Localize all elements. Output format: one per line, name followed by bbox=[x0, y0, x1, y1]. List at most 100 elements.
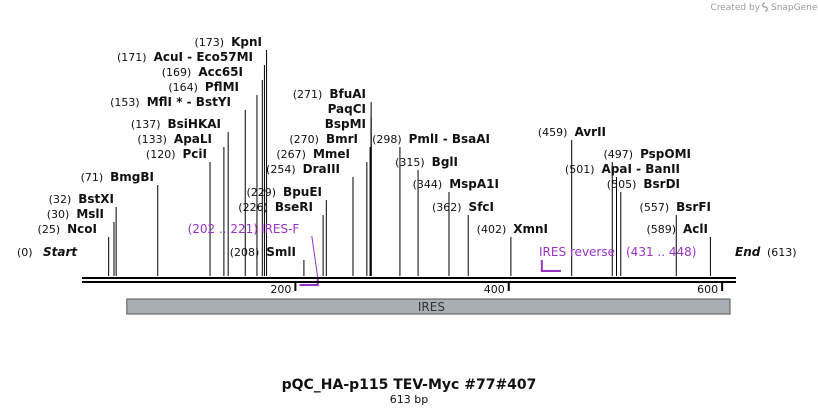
cut-site-name: BfuAI bbox=[329, 87, 366, 101]
cut-site-position: (173) bbox=[195, 36, 232, 49]
cut-site-acc65i[interactable]: (169) Acc65I bbox=[162, 65, 243, 79]
cut-site-bsrdi[interactable]: (505) BsrDI bbox=[607, 177, 680, 191]
primer-layer: (202 .. 221) IRES-F IRES reverse (431 .. 44… bbox=[188, 222, 696, 286]
cut-site-position: (71) bbox=[81, 171, 111, 184]
feature-ires[interactable]: IRES bbox=[126, 298, 731, 315]
cut-site-name: BstXI bbox=[78, 192, 114, 206]
cut-site-position: (557) bbox=[640, 201, 677, 214]
cut-site-bspmi[interactable]: BspMI bbox=[325, 117, 366, 131]
cut-site-ncoi[interactable]: (25) NcoI bbox=[38, 222, 97, 236]
cut-site-pmli-bsaai[interactable]: (298) PmlI - BsaAI bbox=[372, 132, 490, 146]
cut-site-bsihkai[interactable]: (137) BsiHKAI bbox=[131, 117, 221, 131]
cut-site-name: MslI bbox=[76, 207, 104, 221]
cut-site-labels: (25) NcoI(30) MslI(32) BstXI (71) BmgBI (1… bbox=[38, 35, 711, 259]
cut-site-name: BpuEI bbox=[283, 185, 322, 199]
sequence-end: End (613) bbox=[735, 245, 797, 259]
cut-site-apali[interactable]: (133) ApaLI bbox=[137, 132, 212, 146]
cut-site-bstxi[interactable]: (32) BstXI bbox=[49, 192, 114, 206]
cut-site-position: (25) bbox=[38, 223, 68, 236]
cut-site-bfuai[interactable]: (271) BfuAI bbox=[293, 87, 366, 101]
cut-site-paqci[interactable]: PaqCI bbox=[328, 102, 366, 116]
cut-site-mspa1i[interactable]: (344) MspA1I bbox=[413, 177, 499, 191]
cut-site-position: (153) bbox=[110, 96, 147, 109]
cut-site-msli[interactable]: (30) MslI bbox=[47, 207, 104, 221]
cut-site-name: KpnI bbox=[231, 35, 262, 49]
cut-site-name: PflMI bbox=[205, 80, 239, 94]
sequence-backbone[interactable] bbox=[82, 277, 736, 283]
cut-site-position: (402) bbox=[477, 223, 514, 236]
cut-site-position: (271) bbox=[293, 88, 330, 101]
cut-site-position: (505) bbox=[607, 178, 644, 191]
start-label: Start bbox=[43, 245, 78, 259]
cut-site-name: BspMI bbox=[325, 117, 366, 131]
cut-site-name: BsiHKAI bbox=[168, 117, 222, 131]
cut-site-name: BseRI bbox=[275, 200, 313, 214]
cut-site-name: Acc65I bbox=[198, 65, 243, 79]
primer-ires-reverse-mark[interactable] bbox=[540, 260, 561, 272]
snapgene-credit: Created by SnapGene bbox=[710, 2, 818, 13]
cut-site-kpni[interactable]: (173) KpnI bbox=[195, 35, 262, 49]
cut-site-position: (171) bbox=[117, 51, 154, 64]
ruler-tick-label: 600 bbox=[697, 283, 718, 296]
cut-site-position: (344) bbox=[413, 178, 450, 191]
primer-ires-f-label[interactable]: IRES-F bbox=[261, 222, 299, 236]
cut-site-bsrfi[interactable]: (557) BsrFI bbox=[640, 200, 711, 214]
credit-brand: SnapGene bbox=[771, 3, 818, 13]
cut-site-position: (501) bbox=[565, 163, 602, 176]
cut-site-name: DraIII bbox=[303, 162, 340, 176]
cut-site-name: MmeI bbox=[313, 147, 350, 161]
cut-site-position: (30) bbox=[47, 208, 77, 221]
cut-site-bmri[interactable]: (270) BmrI bbox=[289, 132, 358, 146]
cut-site-sfci[interactable]: (362) SfcI bbox=[432, 200, 494, 214]
cut-site-position: (226) bbox=[238, 201, 275, 214]
cut-site-name: BsrDI bbox=[643, 177, 680, 191]
cut-site-position: (164) bbox=[168, 81, 205, 94]
cut-site-mmei[interactable]: (267) MmeI bbox=[276, 147, 350, 161]
cut-site-position: (270) bbox=[289, 133, 326, 146]
sequence-start: (0) Start bbox=[17, 245, 78, 259]
credit-text: Created by bbox=[710, 3, 760, 13]
cut-site-smli[interactable]: (208) SmlI bbox=[230, 245, 296, 259]
cut-site-position: (137) bbox=[131, 118, 168, 131]
cut-site-xmni[interactable]: (402) XmnI bbox=[477, 222, 548, 236]
cut-site-apai-banii[interactable]: (501) ApaI - BanII bbox=[565, 162, 680, 176]
cut-site-name: SfcI bbox=[469, 200, 494, 214]
cut-site-pspomi[interactable]: (497) PspOMI bbox=[603, 147, 691, 161]
primer-ires-reverse-label[interactable]: IRES reverse bbox=[539, 245, 615, 259]
cut-site-mfli-bstyi[interactable]: (153) MflI * - BstYI bbox=[110, 95, 231, 109]
cut-site-name: BmgBI bbox=[110, 170, 154, 184]
cut-site-acli[interactable]: (589) AclI bbox=[646, 222, 708, 236]
ruler: 200 400 600 bbox=[270, 283, 724, 296]
cut-site-bseri[interactable]: (226) BseRI bbox=[238, 200, 313, 214]
feature-ires-bar[interactable] bbox=[126, 298, 731, 315]
cut-site-bgli[interactable]: (315) BglI bbox=[395, 155, 458, 169]
cut-site-position: (267) bbox=[276, 148, 313, 161]
cut-site-pflmi[interactable]: (164) PflMI bbox=[168, 80, 239, 94]
cut-site-position: (315) bbox=[395, 156, 432, 169]
cut-site-name: PciI bbox=[183, 147, 208, 161]
cut-site-name: AcuI - Eco57MI bbox=[154, 50, 253, 64]
cut-site-name: MflI * - BstYI bbox=[147, 95, 231, 109]
cut-site-acui-eco57mi[interactable]: (171) AcuI - Eco57MI bbox=[117, 50, 253, 64]
primer-ires-reverse-range: (431 .. 448) bbox=[626, 245, 696, 259]
cut-site-pcii[interactable]: (120) PciI bbox=[146, 147, 207, 161]
cut-site-name: AvrII bbox=[574, 125, 606, 139]
cut-site-name: SmlI bbox=[266, 245, 296, 259]
cut-site-name: MspA1I bbox=[449, 177, 499, 191]
cut-site-name: AclI bbox=[683, 222, 708, 236]
end-label: End bbox=[735, 245, 761, 259]
primer-ires-f-mark[interactable] bbox=[299, 278, 319, 286]
cut-site-bpuei[interactable]: (229) BpuEI bbox=[246, 185, 322, 199]
cut-site-bmgbi[interactable]: (71) BmgBI bbox=[81, 170, 154, 184]
cut-site-avrii[interactable]: (459) AvrII bbox=[538, 125, 606, 139]
cut-site-position: (169) bbox=[162, 66, 199, 79]
cut-site-name: BmrI bbox=[326, 132, 358, 146]
start-position: (0) bbox=[17, 246, 33, 259]
cut-site-name: PaqCI bbox=[328, 102, 366, 116]
end-position: (613) bbox=[767, 246, 797, 259]
cut-site-position: (120) bbox=[146, 148, 183, 161]
cut-site-draiii[interactable]: (254) DraIII bbox=[266, 162, 340, 176]
cut-site-name: ApaLI bbox=[174, 132, 212, 146]
cut-site-position: (254) bbox=[266, 163, 303, 176]
cut-site-name: NcoI bbox=[67, 222, 97, 236]
